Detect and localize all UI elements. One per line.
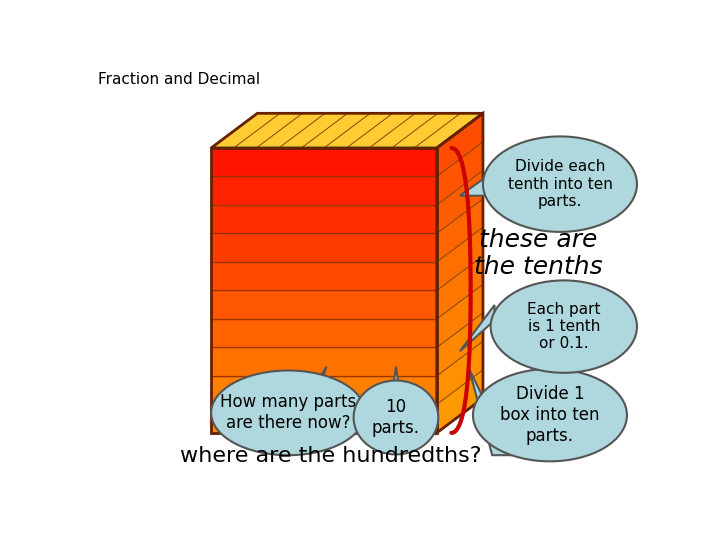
Text: Divide 1
box into ten
parts.: Divide 1 box into ten parts. bbox=[500, 386, 600, 445]
Polygon shape bbox=[437, 313, 483, 376]
Text: Fraction and Decimal: Fraction and Decimal bbox=[98, 72, 260, 87]
Polygon shape bbox=[384, 367, 408, 450]
Polygon shape bbox=[211, 177, 437, 205]
Polygon shape bbox=[460, 177, 487, 195]
Polygon shape bbox=[211, 376, 437, 404]
Ellipse shape bbox=[211, 370, 365, 455]
Text: Each part
is 1 tenth
or 0.1.: Each part is 1 tenth or 0.1. bbox=[527, 302, 600, 352]
Text: where are the hundredths?: where are the hundredths? bbox=[180, 446, 481, 466]
Ellipse shape bbox=[483, 137, 637, 232]
Polygon shape bbox=[437, 284, 483, 347]
Polygon shape bbox=[211, 113, 483, 148]
Text: Divide each
tenth into ten
parts.: Divide each tenth into ten parts. bbox=[508, 159, 613, 209]
Polygon shape bbox=[460, 305, 495, 351]
Text: these are
the tenths: these are the tenths bbox=[474, 227, 603, 279]
Ellipse shape bbox=[473, 369, 627, 461]
Text: How many parts
are there now?: How many parts are there now? bbox=[220, 394, 356, 432]
Ellipse shape bbox=[490, 280, 637, 373]
Polygon shape bbox=[211, 262, 437, 291]
Polygon shape bbox=[437, 227, 483, 291]
Polygon shape bbox=[469, 369, 511, 455]
Polygon shape bbox=[437, 256, 483, 319]
Polygon shape bbox=[211, 148, 437, 177]
Ellipse shape bbox=[354, 381, 438, 455]
Polygon shape bbox=[211, 233, 437, 262]
Polygon shape bbox=[211, 205, 437, 233]
Polygon shape bbox=[437, 341, 483, 404]
Polygon shape bbox=[211, 404, 437, 433]
Polygon shape bbox=[437, 113, 483, 177]
Polygon shape bbox=[437, 142, 483, 205]
Text: 10
parts.: 10 parts. bbox=[372, 398, 420, 437]
Polygon shape bbox=[437, 199, 483, 262]
Polygon shape bbox=[437, 170, 483, 233]
Polygon shape bbox=[211, 291, 437, 319]
Polygon shape bbox=[211, 347, 437, 376]
Polygon shape bbox=[211, 319, 437, 347]
Polygon shape bbox=[437, 370, 483, 433]
Polygon shape bbox=[273, 367, 327, 451]
